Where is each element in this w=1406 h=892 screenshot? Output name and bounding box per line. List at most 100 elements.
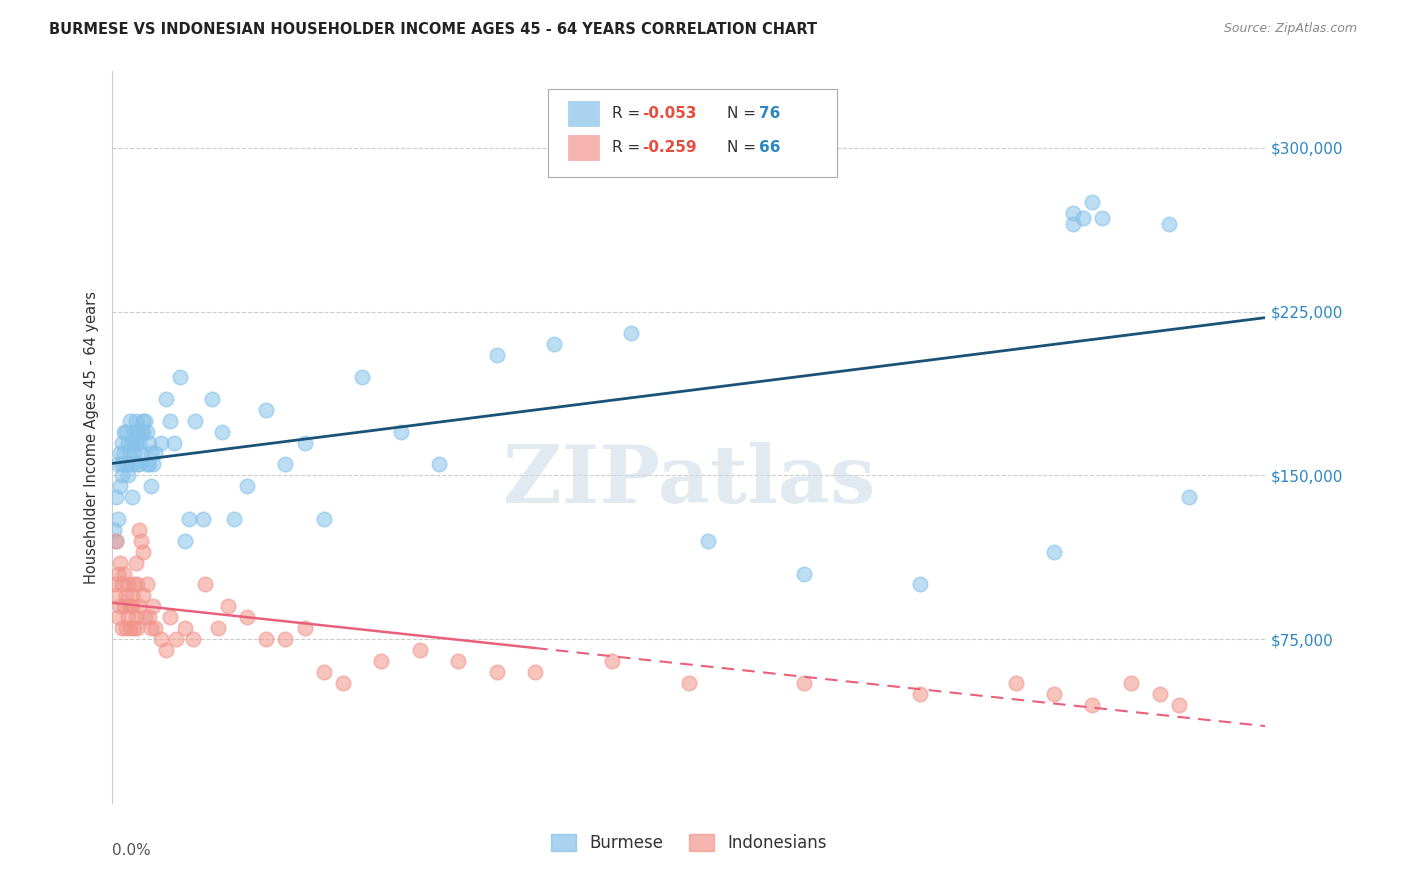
- Point: [312, 512, 335, 526]
- Point: [111, 435, 134, 450]
- Point: [128, 435, 150, 450]
- Point: [115, 588, 138, 602]
- Point: [524, 665, 547, 679]
- Point: [274, 632, 297, 646]
- Point: [793, 675, 815, 690]
- Point: [169, 370, 191, 384]
- Point: [294, 435, 316, 450]
- Point: [181, 632, 204, 646]
- Y-axis label: Householder Income Ages 45 - 64 years: Householder Income Ages 45 - 64 years: [84, 291, 100, 583]
- Point: [1043, 545, 1066, 559]
- Text: -0.053: -0.053: [643, 106, 697, 120]
- Point: [112, 425, 135, 439]
- Legend: Burmese, Indonesians: Burmese, Indonesians: [543, 825, 835, 860]
- Point: [184, 414, 207, 428]
- Point: [129, 446, 153, 460]
- Point: [128, 523, 150, 537]
- Point: [115, 458, 138, 472]
- Point: [108, 599, 131, 614]
- Point: [1149, 687, 1171, 701]
- Point: [427, 458, 450, 472]
- Point: [274, 458, 297, 472]
- Point: [103, 523, 125, 537]
- Point: [312, 665, 335, 679]
- Point: [111, 468, 134, 483]
- Point: [142, 599, 165, 614]
- Point: [127, 621, 149, 635]
- Point: [174, 533, 197, 548]
- Point: [118, 621, 141, 635]
- Point: [149, 632, 172, 646]
- Point: [155, 643, 177, 657]
- Point: [1081, 195, 1104, 210]
- Point: [112, 599, 135, 614]
- Point: [122, 446, 145, 460]
- Point: [107, 512, 129, 526]
- Point: [118, 446, 141, 460]
- Point: [121, 458, 143, 472]
- Point: [117, 577, 139, 591]
- Point: [236, 479, 259, 493]
- Point: [908, 577, 931, 591]
- Point: [136, 458, 159, 472]
- Point: [105, 533, 128, 548]
- Point: [138, 435, 160, 450]
- Point: [138, 610, 160, 624]
- Point: [108, 479, 131, 493]
- Point: [254, 402, 277, 417]
- Point: [117, 610, 139, 624]
- Point: [294, 621, 316, 635]
- Point: [194, 577, 217, 591]
- Point: [121, 490, 143, 504]
- Point: [111, 458, 134, 472]
- Point: [159, 414, 181, 428]
- Point: [132, 425, 155, 439]
- Point: [128, 599, 150, 614]
- Point: [1062, 206, 1084, 220]
- Point: [122, 425, 145, 439]
- Point: [118, 599, 141, 614]
- Point: [543, 337, 565, 351]
- Point: [485, 348, 508, 362]
- Point: [118, 414, 141, 428]
- Point: [115, 425, 138, 439]
- Point: [105, 533, 128, 548]
- Point: [103, 577, 125, 591]
- Point: [138, 458, 160, 472]
- Point: [117, 468, 139, 483]
- Point: [409, 643, 432, 657]
- Point: [142, 458, 165, 472]
- Point: [139, 446, 162, 460]
- Point: [1159, 217, 1181, 231]
- Text: R =: R =: [612, 140, 645, 154]
- Point: [107, 610, 129, 624]
- Text: N =: N =: [727, 140, 761, 154]
- Text: R =: R =: [612, 106, 645, 120]
- Point: [155, 392, 177, 406]
- Point: [108, 556, 131, 570]
- Point: [143, 621, 166, 635]
- Point: [793, 566, 815, 581]
- Point: [122, 621, 145, 635]
- Point: [127, 577, 149, 591]
- Point: [1004, 675, 1026, 690]
- Text: 0.0%: 0.0%: [112, 843, 152, 858]
- Point: [121, 599, 143, 614]
- Point: [678, 675, 700, 690]
- Point: [124, 610, 146, 624]
- Point: [127, 429, 149, 443]
- Text: BURMESE VS INDONESIAN HOUSEHOLDER INCOME AGES 45 - 64 YEARS CORRELATION CHART: BURMESE VS INDONESIAN HOUSEHOLDER INCOME…: [49, 22, 817, 37]
- Point: [908, 687, 931, 701]
- Point: [1071, 211, 1094, 225]
- Point: [352, 370, 374, 384]
- Text: N =: N =: [727, 106, 761, 120]
- Point: [1177, 490, 1199, 504]
- Point: [136, 425, 159, 439]
- Point: [485, 665, 508, 679]
- Point: [332, 675, 354, 690]
- Point: [112, 446, 135, 460]
- Point: [370, 654, 392, 668]
- Point: [121, 588, 143, 602]
- Point: [1062, 217, 1084, 231]
- Point: [115, 621, 138, 635]
